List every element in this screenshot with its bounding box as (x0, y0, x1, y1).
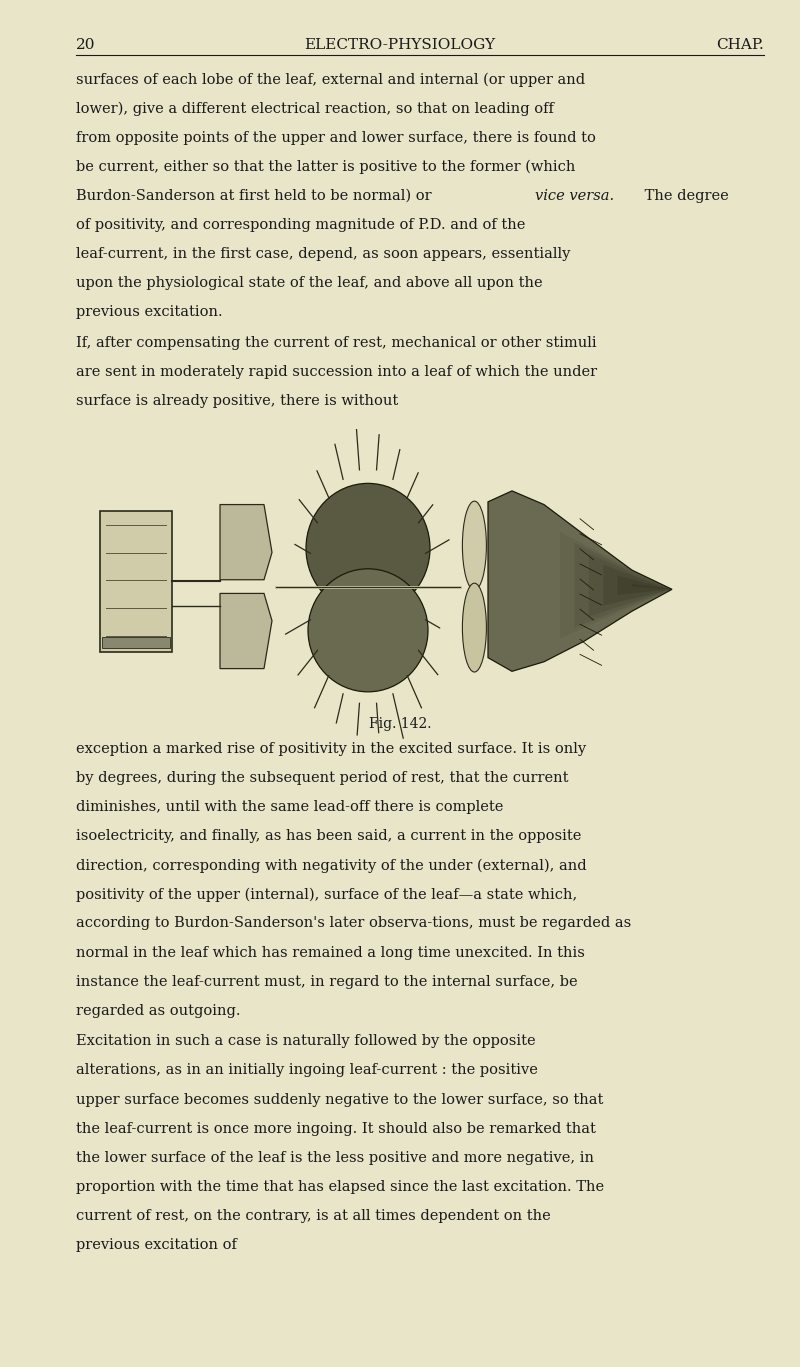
Text: If, after compensating the current of rest, mechanical or other stimuli: If, after compensating the current of re… (76, 336, 597, 350)
Text: the lower surface of the leaf is the less positive and more negative, in: the lower surface of the leaf is the les… (76, 1151, 594, 1165)
Polygon shape (632, 584, 672, 589)
Text: positivity of the upper (internal), surface of the leaf—a state which,: positivity of the upper (internal), surf… (76, 887, 578, 902)
Polygon shape (220, 593, 272, 668)
Ellipse shape (462, 502, 486, 591)
Text: according to Burdon-Sanderson's later observa-tions, must be regarded as: according to Burdon-Sanderson's later ob… (76, 916, 631, 931)
Text: upper surface becomes suddenly negative to the lower surface, so that: upper surface becomes suddenly negative … (76, 1092, 603, 1106)
Polygon shape (618, 576, 672, 595)
Text: be current, either so that the latter is positive to the former (which: be current, either so that the latter is… (76, 160, 575, 174)
Text: normal in the leaf which has remained a long time unexcited. In this: normal in the leaf which has remained a … (76, 946, 585, 960)
Text: surfaces of each lobe of the leaf, external and internal (or upper and: surfaces of each lobe of the leaf, exter… (76, 72, 585, 87)
Text: CHAP.: CHAP. (716, 37, 764, 52)
Text: isoelectricity, and finally, as has been said, a current in the opposite: isoelectricity, and finally, as has been… (76, 828, 582, 843)
Text: previous excitation of: previous excitation of (76, 1239, 237, 1252)
Ellipse shape (462, 584, 486, 673)
Ellipse shape (306, 484, 430, 614)
Text: direction, corresponding with negativity of the under (external), and: direction, corresponding with negativity… (76, 858, 586, 872)
Polygon shape (589, 554, 672, 617)
Text: regarded as outgoing.: regarded as outgoing. (76, 1003, 241, 1018)
Text: previous excitation.: previous excitation. (76, 305, 222, 320)
Text: surface is already positive, there is without: surface is already positive, there is wi… (76, 394, 398, 409)
Ellipse shape (308, 569, 428, 692)
Polygon shape (574, 543, 672, 627)
Text: by degrees, during the subsequent period of rest, that the current: by degrees, during the subsequent period… (76, 771, 569, 785)
FancyBboxPatch shape (100, 511, 172, 652)
Text: proportion with the time that has elapsed since the last excitation. The: proportion with the time that has elapse… (76, 1180, 604, 1193)
Text: ELECTRO-PHYSIOLOGY: ELECTRO-PHYSIOLOGY (305, 37, 495, 52)
Polygon shape (220, 504, 272, 580)
Text: leaf-current, in the first case, depend, as soon appears, essentially: leaf-current, in the first case, depend,… (76, 247, 570, 261)
Text: instance the leaf-current must, in regard to the internal surface, be: instance the leaf-current must, in regar… (76, 975, 578, 988)
Text: Excitation in such a case is naturally followed by the opposite: Excitation in such a case is naturally f… (76, 1035, 536, 1048)
Text: exception a marked rise of positivity in the excited surface. It is only: exception a marked rise of positivity in… (76, 742, 586, 756)
Text: the leaf-current is once more ingoing. It should also be remarked that: the leaf-current is once more ingoing. I… (76, 1121, 596, 1136)
Text: alterations, as in an initially ingoing leaf-current : the positive: alterations, as in an initially ingoing … (76, 1064, 538, 1077)
Text: are sent in moderately rapid succession into a leaf of which the under: are sent in moderately rapid succession … (76, 365, 597, 379)
Text: Burdon-Sanderson at first held to be normal) or: Burdon-Sanderson at first held to be nor… (76, 189, 436, 202)
Text: lower), give a different electrical reaction, so that on leading off: lower), give a different electrical reac… (76, 101, 554, 116)
Text: upon the physiological state of the leaf, and above all upon the: upon the physiological state of the leaf… (76, 276, 542, 290)
Polygon shape (603, 565, 672, 606)
Polygon shape (488, 491, 672, 671)
Text: 20: 20 (76, 37, 95, 52)
Text: of positivity, and corresponding magnitude of P.D. and of the: of positivity, and corresponding magnitu… (76, 217, 526, 232)
Text: from opposite points of the upper and lower surface, there is found to: from opposite points of the upper and lo… (76, 131, 596, 145)
Text: current of rest, on the contrary, is at all times dependent on the: current of rest, on the contrary, is at … (76, 1208, 550, 1223)
Text: Fig. 142.: Fig. 142. (369, 718, 431, 731)
Text: vice versa.: vice versa. (534, 189, 614, 202)
FancyBboxPatch shape (102, 637, 170, 648)
Polygon shape (560, 532, 672, 638)
Text: The degree: The degree (640, 189, 729, 202)
Text: diminishes, until with the same lead-off there is complete: diminishes, until with the same lead-off… (76, 800, 503, 813)
